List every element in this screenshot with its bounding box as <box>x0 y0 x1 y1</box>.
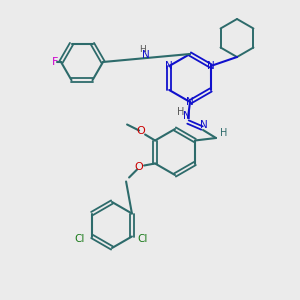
Text: N: N <box>142 50 149 60</box>
Text: F: F <box>52 57 58 67</box>
Text: N: N <box>200 120 208 130</box>
Text: N: N <box>183 111 191 121</box>
Text: N: N <box>165 61 173 71</box>
Text: H: H <box>177 107 185 117</box>
Text: O: O <box>137 127 146 136</box>
Text: H: H <box>139 46 146 55</box>
Text: Cl: Cl <box>138 235 148 244</box>
Text: N: N <box>207 61 215 71</box>
Text: H: H <box>220 128 228 138</box>
Text: N: N <box>186 97 194 107</box>
Text: Cl: Cl <box>74 235 84 244</box>
Text: O: O <box>135 161 143 172</box>
